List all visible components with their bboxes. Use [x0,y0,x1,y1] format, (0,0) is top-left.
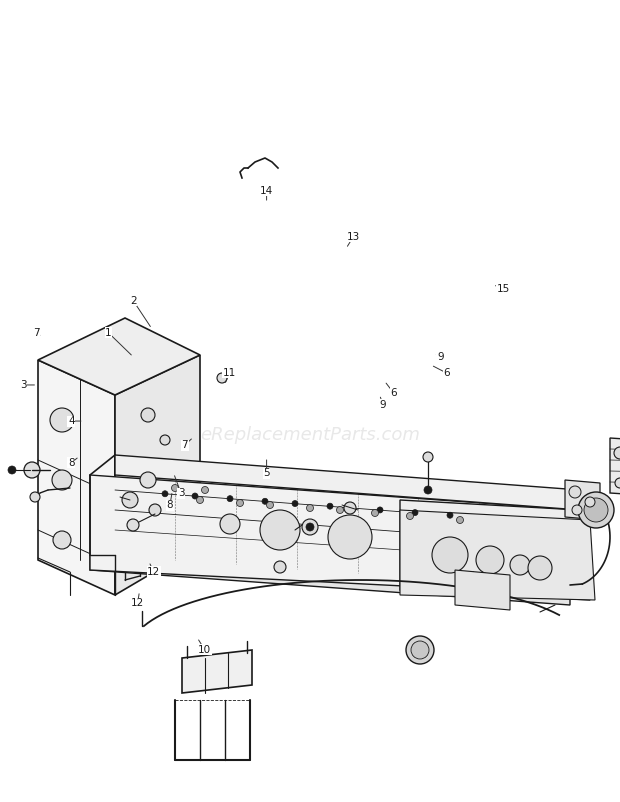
Circle shape [274,561,286,573]
Circle shape [217,373,227,383]
Circle shape [456,516,464,524]
Polygon shape [115,355,200,595]
Circle shape [423,452,433,462]
Circle shape [262,498,268,504]
Circle shape [344,502,356,514]
Circle shape [236,500,244,507]
Circle shape [140,472,156,488]
Circle shape [447,512,453,518]
Circle shape [302,519,318,535]
Text: 10: 10 [198,645,211,654]
Circle shape [149,504,161,516]
Circle shape [202,487,208,493]
Circle shape [52,470,72,490]
Text: 6: 6 [391,388,397,398]
Circle shape [172,484,179,492]
Text: 11: 11 [223,368,236,378]
Circle shape [424,486,432,494]
Text: 1: 1 [105,328,112,338]
Circle shape [220,514,240,534]
Circle shape [192,493,198,499]
Polygon shape [610,438,620,496]
Circle shape [53,531,71,549]
Text: 12: 12 [147,567,161,577]
Circle shape [122,492,138,508]
Circle shape [24,462,40,478]
Polygon shape [90,555,570,605]
Polygon shape [400,510,595,600]
Circle shape [569,486,581,498]
Text: 8: 8 [167,500,173,510]
Text: 12: 12 [131,598,144,608]
Circle shape [528,556,552,580]
Text: 5: 5 [264,468,270,478]
Polygon shape [90,475,580,595]
Polygon shape [400,500,590,600]
Text: 7: 7 [33,328,39,338]
Circle shape [127,519,139,531]
Text: 13: 13 [347,232,360,241]
Polygon shape [38,360,115,595]
Circle shape [412,509,418,516]
Circle shape [584,498,608,522]
Circle shape [162,491,168,496]
Polygon shape [455,570,510,610]
Text: 2: 2 [130,296,136,306]
Circle shape [267,501,273,508]
Circle shape [406,636,434,664]
Circle shape [160,435,170,445]
Circle shape [476,546,504,574]
Text: 4: 4 [68,416,74,426]
Text: 9: 9 [380,400,386,410]
Circle shape [292,500,298,507]
Text: 7: 7 [182,440,188,450]
Text: 3: 3 [20,380,27,390]
Circle shape [377,507,383,513]
Text: 14: 14 [260,186,273,196]
Text: 6: 6 [443,368,449,378]
Circle shape [510,555,530,575]
Circle shape [614,447,620,459]
Circle shape [411,641,429,659]
Polygon shape [182,650,252,693]
Circle shape [328,515,372,559]
Text: 9: 9 [437,352,443,362]
Circle shape [227,496,233,502]
Circle shape [197,496,203,504]
Circle shape [615,478,620,488]
Circle shape [306,504,314,512]
Circle shape [371,509,378,516]
Circle shape [306,523,314,531]
Circle shape [50,408,74,432]
Circle shape [337,507,343,513]
Text: 15: 15 [497,284,510,294]
Circle shape [572,505,582,515]
Text: 8: 8 [68,458,74,468]
Circle shape [578,492,614,528]
Circle shape [30,492,40,502]
Circle shape [432,537,468,573]
Text: 3: 3 [178,488,184,498]
Polygon shape [115,455,580,510]
Circle shape [327,503,333,509]
Circle shape [8,466,16,474]
Polygon shape [38,318,200,395]
Circle shape [260,510,300,550]
Circle shape [141,408,155,422]
Circle shape [585,497,595,507]
Circle shape [407,512,414,520]
Polygon shape [565,480,600,520]
Text: eReplacementParts.com: eReplacementParts.com [200,426,420,444]
